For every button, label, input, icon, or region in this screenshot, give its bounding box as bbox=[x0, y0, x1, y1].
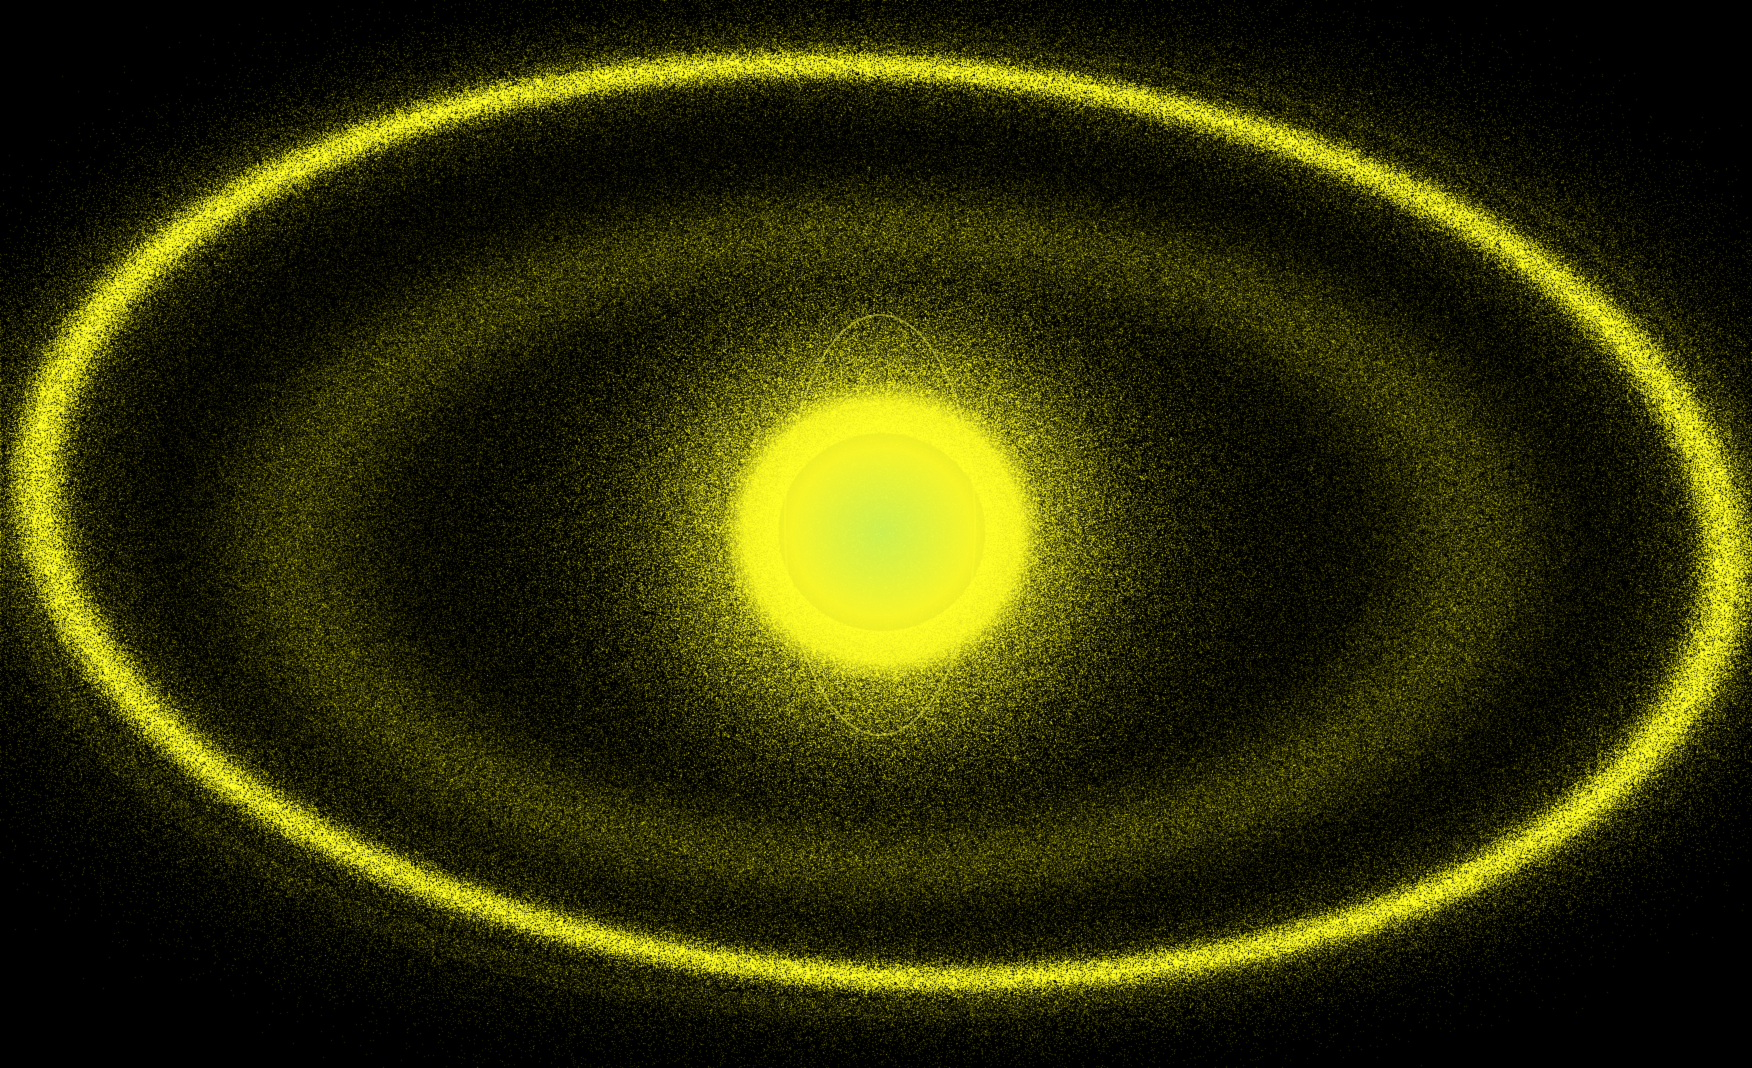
orbital-debris-render bbox=[0, 0, 1752, 1068]
